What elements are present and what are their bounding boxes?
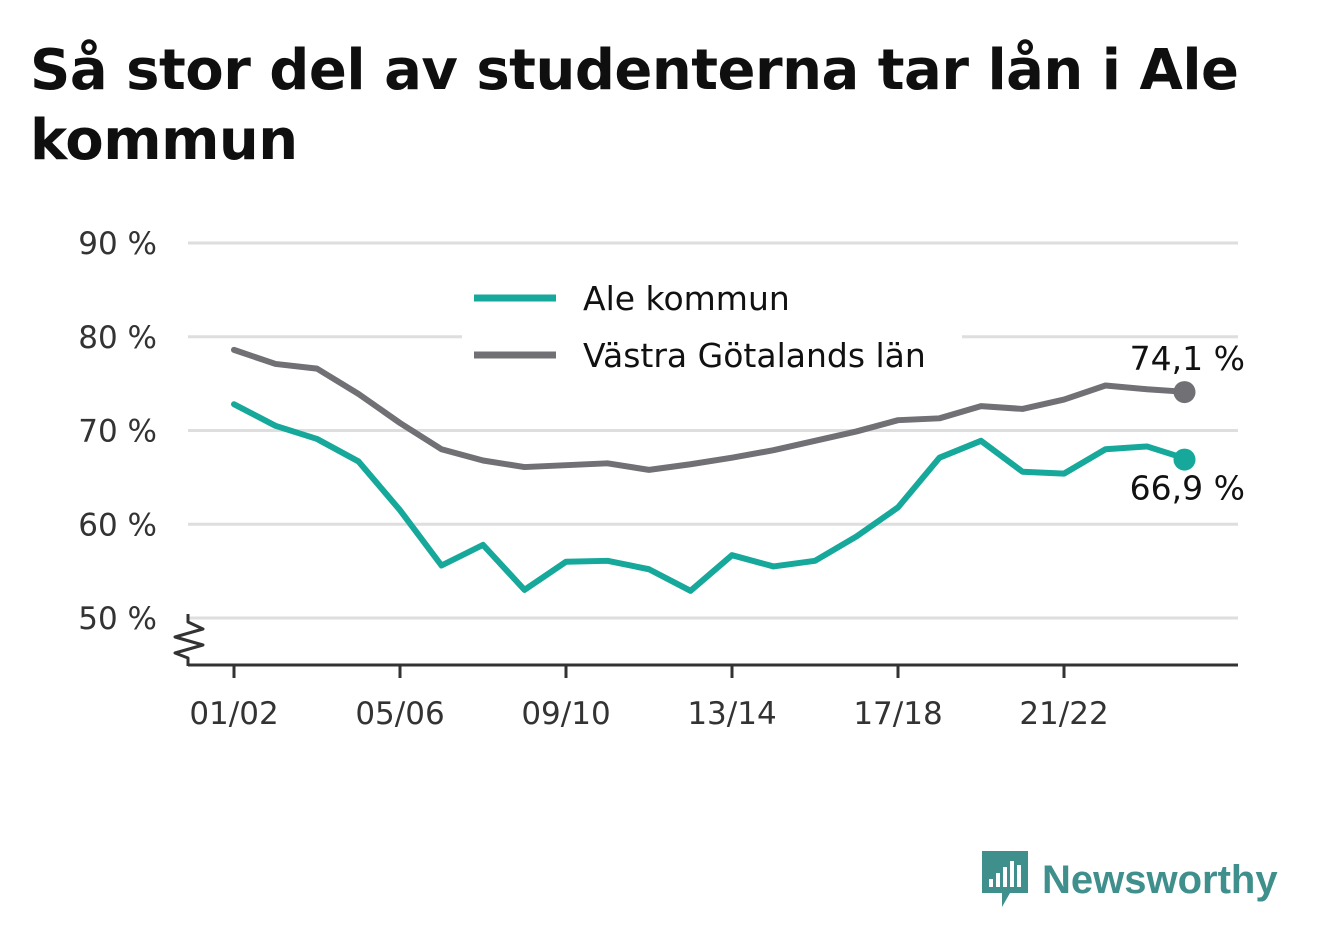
brand: Newsworthy [980,848,1278,912]
grid-lines [188,241,1238,620]
series-line-vastra-gotalands-lan [231,346,1192,473]
brand-name: Newsworthy [1042,857,1278,902]
y-tick-label: 70 % [78,414,157,450]
y-tick-label: 50 % [78,601,157,637]
legend-label: Västra Götalands län [583,336,926,375]
axis-break-mark [173,614,205,666]
y-tick-label: 90 % [78,226,157,262]
x-tick-label: 21/22 [1019,696,1108,732]
x-tick-label: 17/18 [853,696,942,732]
chart-title: Så stor del av studenterna tar lån i Ale… [30,38,1239,173]
series-end-point [1173,381,1196,404]
x-tick-label: 05/06 [355,696,444,732]
legend-label: Ale kommun [583,279,790,318]
x-tick-label: 01/02 [189,696,278,732]
x-tick-label: 09/10 [521,696,610,732]
end-labels: 66,9 % 74,1 % [1130,339,1245,508]
x-axis-ticks: 01/02 05/06 09/10 13/14 17/18 21/22 [189,665,1109,732]
y-axis-ticks: 50 % 60 % 70 % 80 % 90 % [78,226,157,637]
x-axis [173,614,1238,667]
x-tick-label: 13/14 [687,696,776,732]
series-line-ale-kommun [231,401,1192,594]
y-tick-label: 80 % [78,320,157,356]
series-end-label: 74,1 % [1130,339,1245,378]
series-lines [231,346,1192,594]
legend-background [462,270,962,382]
series-end-point [1173,448,1196,471]
series-end-label: 66,9 % [1130,469,1245,508]
legend: Ale kommun Västra Götalands län [462,270,962,382]
newsworthy-logo-icon [982,851,1028,907]
y-tick-label: 60 % [78,507,157,543]
